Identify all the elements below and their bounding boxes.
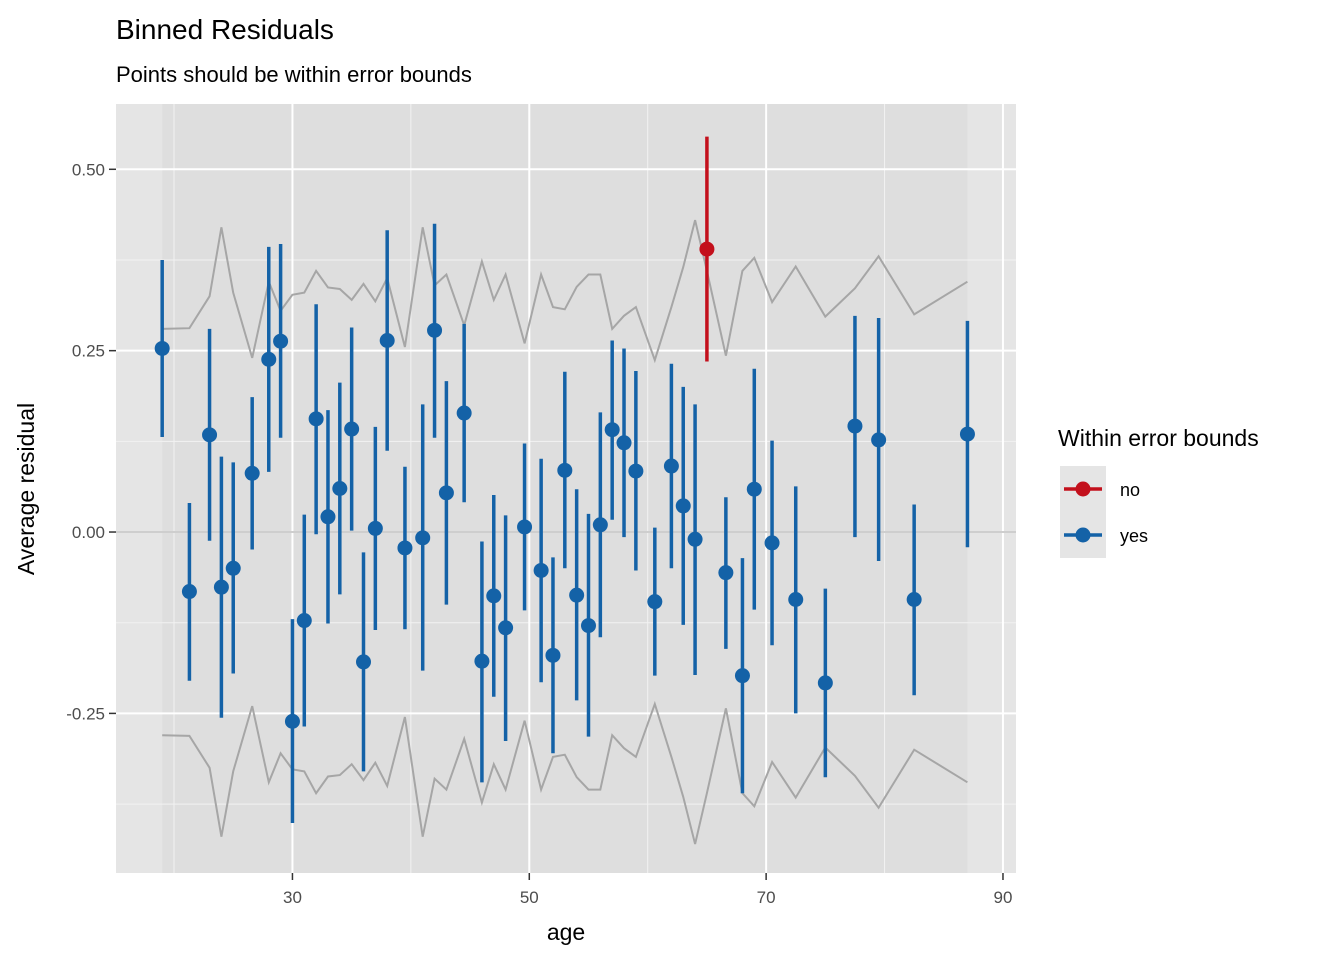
data-point — [871, 432, 887, 448]
data-point — [581, 618, 596, 634]
data-point — [332, 481, 348, 496]
data-point — [284, 713, 300, 729]
legend-label-yes: yes — [1120, 526, 1148, 546]
data-point — [456, 405, 472, 421]
data-point — [734, 668, 750, 684]
data-point — [474, 653, 490, 669]
data-point — [847, 418, 863, 434]
data-point — [308, 411, 324, 427]
data-point — [379, 333, 395, 349]
data-point — [699, 241, 715, 257]
data-point — [296, 613, 312, 629]
x-axis: 30 50 70 90 — [283, 873, 1012, 907]
data-point — [181, 584, 197, 600]
data-point — [225, 560, 241, 576]
legend-dot-no — [1075, 481, 1091, 497]
data-point — [213, 579, 229, 595]
data-point — [616, 435, 632, 451]
data-point — [438, 485, 454, 501]
x-tick-label: 50 — [520, 888, 539, 907]
data-point — [367, 520, 383, 536]
data-points — [154, 241, 975, 729]
data-point — [569, 587, 585, 603]
data-point — [517, 519, 533, 535]
data-point — [604, 422, 620, 438]
data-point — [817, 675, 833, 691]
y-tick-label: 0.00 — [72, 523, 105, 542]
data-point — [687, 531, 703, 547]
legend-label-no: no — [1120, 480, 1140, 500]
data-point — [959, 426, 975, 442]
data-point — [273, 333, 289, 349]
y-tick-label: -0.25 — [66, 704, 105, 723]
y-tick-label: 0.50 — [72, 160, 105, 179]
x-tick-label: 90 — [994, 888, 1013, 907]
data-point — [788, 591, 804, 607]
lower-error-bound — [162, 700, 968, 845]
data-point — [397, 540, 413, 556]
data-point — [427, 322, 443, 338]
x-axis-label: age — [547, 919, 585, 945]
y-tick-label: 0.25 — [72, 342, 105, 361]
data-point — [592, 517, 608, 533]
data-point — [244, 465, 260, 481]
x-tick-label: 70 — [757, 888, 776, 907]
data-point — [261, 351, 277, 367]
data-point — [545, 647, 561, 663]
data-point — [415, 530, 431, 546]
data-point — [344, 421, 360, 437]
y-axis: -0.25 0.00 0.25 0.50 — [66, 160, 116, 723]
chart-subtitle: Points should be within error bounds — [116, 62, 472, 87]
data-point — [628, 463, 644, 479]
chart-title: Binned Residuals — [116, 14, 334, 45]
data-point — [663, 458, 679, 474]
data-point — [647, 594, 663, 610]
data-point — [906, 591, 922, 607]
data-point — [498, 620, 514, 636]
data-point — [557, 462, 573, 478]
data-point — [746, 481, 762, 497]
legend-dot-yes — [1075, 527, 1091, 543]
data-point — [675, 498, 691, 514]
data-point — [486, 588, 502, 604]
data-point — [718, 565, 734, 581]
y-axis-label: Average residual — [13, 403, 39, 575]
data-point — [320, 509, 336, 525]
data-point — [202, 427, 218, 443]
legend: Within error bounds no yes — [1058, 425, 1259, 558]
data-point — [356, 654, 371, 670]
data-point — [533, 562, 549, 578]
data-point — [154, 340, 170, 356]
legend-title: Within error bounds — [1058, 425, 1259, 451]
data-point — [764, 535, 780, 551]
x-tick-label: 30 — [283, 888, 302, 907]
upper-error-bound — [162, 219, 968, 364]
